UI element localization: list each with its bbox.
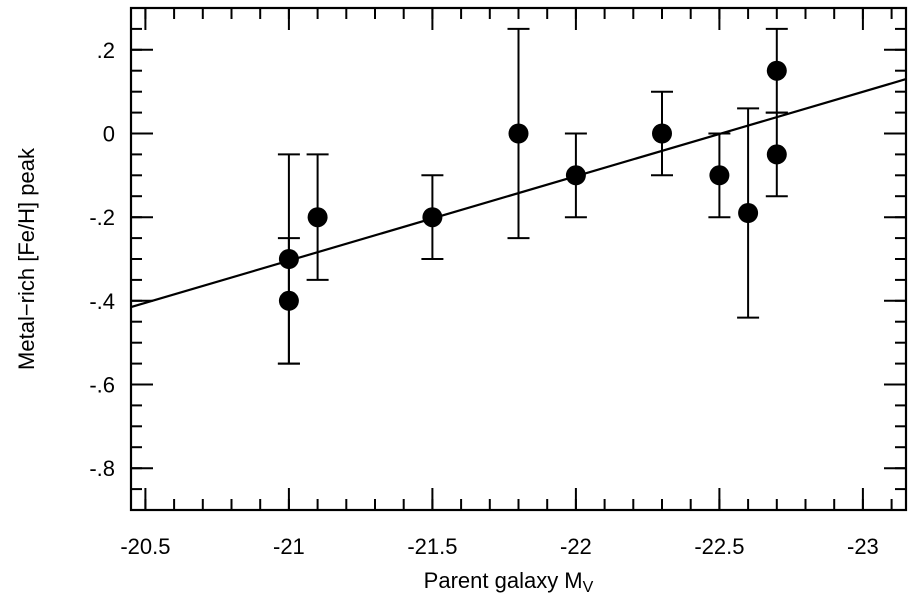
plot-frame: [129, 6, 908, 512]
y-axis-label: Metal−rich [Fe/H] peak: [14, 147, 39, 370]
y-tick-label: -.4: [89, 289, 115, 314]
x-axis-label: Parent galaxy MV: [424, 568, 594, 596]
data-point: [278, 290, 299, 311]
y-tick-label: -.6: [89, 373, 115, 398]
error-bars: [277, 27, 788, 365]
x-tick-label: -21: [273, 534, 305, 559]
y-tick-labels: .2 0 -.2 -.4 -.6 -.8: [89, 38, 115, 481]
data-points: [278, 60, 787, 311]
data-point: [565, 165, 586, 186]
y-tick-label: 0: [103, 122, 115, 147]
data-point: [766, 144, 787, 165]
x-tick-label: -23: [847, 534, 879, 559]
x-tick-label: -20.5: [120, 534, 170, 559]
x-tick-label: -21.5: [407, 534, 457, 559]
data-point: [652, 123, 672, 144]
y-tick-label: .2: [97, 38, 115, 63]
major-ticks: [131, 8, 906, 510]
data-point: [766, 60, 787, 81]
data-point: [508, 123, 529, 144]
data-point: [307, 207, 328, 228]
data-point: [709, 165, 730, 186]
data-point: [422, 207, 443, 228]
data-point: [738, 203, 759, 223]
x-tick-label: -22.5: [694, 534, 744, 559]
y-tick-label: -.8: [89, 456, 115, 481]
x-tick-label: -22: [560, 534, 592, 559]
x-tick-labels: -20.5 -21 -21.5 -22 -22.5 -23: [120, 534, 878, 559]
y-tick-label: -.2: [89, 205, 115, 230]
data-point: [278, 249, 299, 269]
